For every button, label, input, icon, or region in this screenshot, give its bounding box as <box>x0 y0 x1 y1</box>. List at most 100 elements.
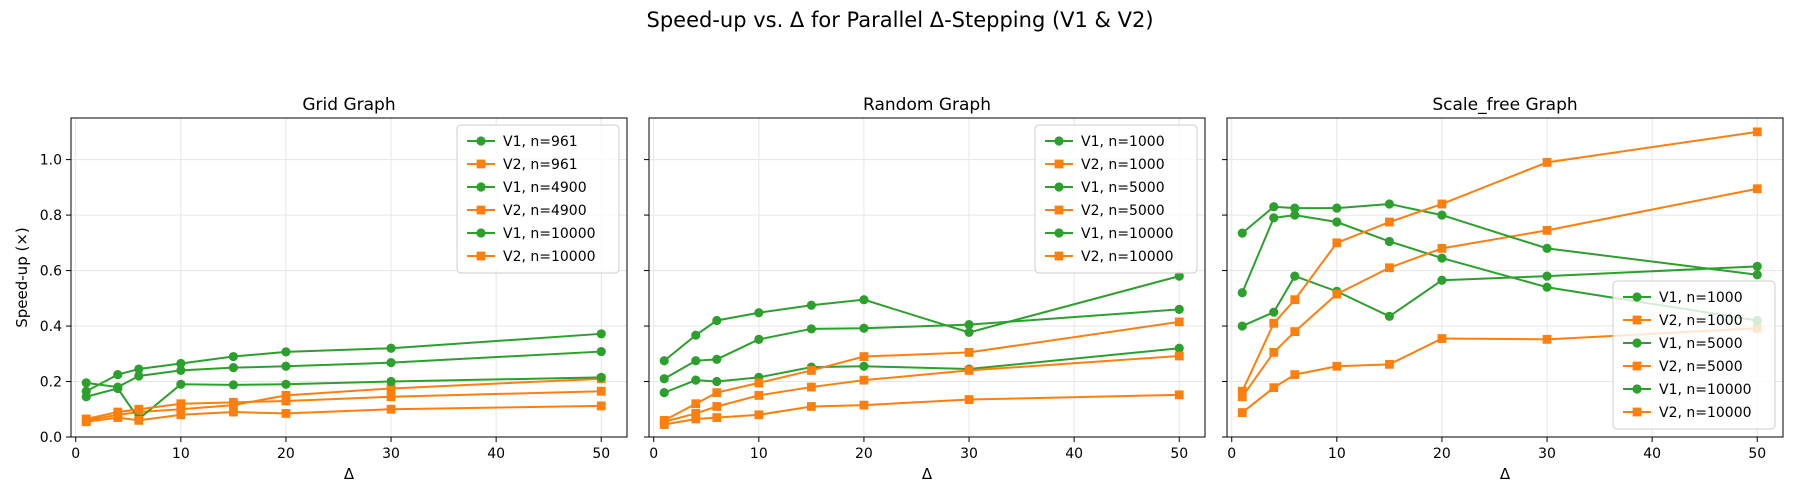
data-point <box>134 371 144 381</box>
data-point <box>691 375 701 385</box>
data-point <box>859 375 869 385</box>
x-tick-label: 30 <box>1538 446 1556 462</box>
legend-marker <box>1054 228 1064 238</box>
data-point <box>712 315 722 326</box>
legend-marker <box>476 205 486 215</box>
legend-item: V1, n=10000 <box>1045 226 1174 242</box>
data-point <box>712 413 722 422</box>
data-point <box>691 414 701 424</box>
data-point <box>1237 228 1247 238</box>
series-line <box>86 390 602 420</box>
x-tick-label: 50 <box>1170 446 1188 462</box>
data-point <box>596 329 606 339</box>
data-point <box>659 415 669 425</box>
data-point <box>228 407 238 417</box>
data-point <box>1174 271 1184 281</box>
x-tick-label: 10 <box>750 446 768 462</box>
data-point <box>1269 383 1279 393</box>
data-point <box>1384 217 1394 227</box>
x-tick-label: 50 <box>592 446 610 462</box>
data-point <box>134 364 144 374</box>
legend-label: V1, n=1000 <box>1081 134 1165 150</box>
data-point <box>1237 392 1247 402</box>
series-line <box>663 355 1180 423</box>
data-point <box>113 407 123 417</box>
y-tick-label: 0.6 <box>40 264 62 280</box>
data-point <box>176 399 186 409</box>
data-point <box>1332 361 1342 371</box>
data-point <box>1384 311 1394 321</box>
axes-frame <box>1226 117 1784 438</box>
legend-marker <box>476 159 486 169</box>
legend-marker <box>1632 292 1642 302</box>
data-point <box>1542 225 1552 235</box>
legend-item: V2, n=10000 <box>467 249 596 265</box>
data-point <box>1384 199 1394 209</box>
data-point <box>1384 359 1394 369</box>
data-point <box>1752 270 1762 280</box>
axes-frame <box>648 117 1206 438</box>
legend-marker <box>476 251 486 261</box>
chart-panels: 0 10 20 30 40 50 0.0 0.2 0.4 0.6 0.8 1.0 Grid Graph Δ… <box>13 95 1784 483</box>
legend-label: V2, n=4900 <box>503 203 587 219</box>
data-point <box>1290 271 1300 281</box>
series-v2-n-10000 <box>659 317 1184 425</box>
x-tick-label: 30 <box>960 446 978 462</box>
x-tick-label: 0 <box>649 446 658 462</box>
series-v1-n-961 <box>81 346 606 392</box>
data-point <box>281 379 291 389</box>
legend-item: V1, n=10000 <box>1623 382 1752 398</box>
legend-marker <box>1632 407 1642 417</box>
data-point <box>806 402 816 411</box>
data-point <box>964 347 974 357</box>
x-tick-label: 30 <box>382 446 400 462</box>
legend-marker <box>1632 338 1642 348</box>
data-point <box>964 395 974 404</box>
legend-box <box>1034 124 1198 274</box>
data-point <box>1174 304 1184 314</box>
legend-label: V2, n=10000 <box>1081 249 1174 265</box>
panel-title: Grid Graph <box>302 95 395 115</box>
series-line <box>85 376 602 421</box>
data-point <box>81 386 91 396</box>
data-point <box>1384 236 1394 247</box>
data-point <box>754 410 764 420</box>
legend-marker <box>1632 384 1642 394</box>
panel-title: Scale_free Graph <box>1432 95 1577 115</box>
data-point <box>596 386 606 396</box>
data-point <box>754 334 764 344</box>
legend-item: V1, n=5000 <box>1623 336 1743 352</box>
legend-item: V1, n=4900 <box>467 180 587 196</box>
legend-label: V1, n=10000 <box>1081 226 1174 242</box>
data-point <box>386 376 396 387</box>
data-point <box>1237 386 1247 396</box>
data-point <box>386 358 396 368</box>
data-point <box>386 404 396 414</box>
data-point <box>659 374 669 384</box>
legend-box <box>1612 280 1776 430</box>
data-point <box>1269 307 1279 317</box>
series-v1-n-10000 <box>1237 199 1762 280</box>
y-axis-label: Speed-up (×) <box>13 227 31 328</box>
legend-item: V2, n=10000 <box>1045 249 1174 265</box>
data-point <box>806 300 816 310</box>
data-point <box>176 358 186 369</box>
y-tick-label: 1.0 <box>40 153 62 169</box>
data-point <box>1290 210 1300 220</box>
data-point <box>1437 199 1447 209</box>
data-point <box>1174 351 1184 361</box>
legend-label: V2, n=10000 <box>503 249 596 265</box>
data-point <box>228 397 238 407</box>
legend-label: V2, n=1000 <box>1081 157 1165 173</box>
legend-marker <box>1054 136 1064 146</box>
data-point <box>281 390 291 400</box>
y-tick-label: 0.0 <box>40 430 62 446</box>
legend-item: V2, n=5000 <box>1045 203 1165 219</box>
data-point <box>1437 210 1447 220</box>
legend-marker <box>476 182 486 192</box>
data-point <box>1542 271 1552 281</box>
data-point <box>176 410 186 420</box>
data-point <box>134 415 144 425</box>
legend-label: V1, n=5000 <box>1081 180 1165 196</box>
legend-item: V1, n=1000 <box>1623 290 1743 306</box>
